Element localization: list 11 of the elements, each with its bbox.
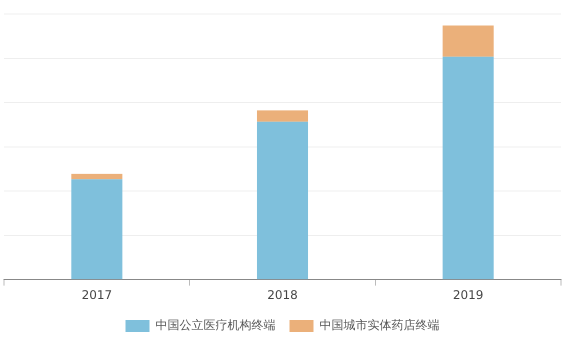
bar: [256, 122, 308, 280]
bar: [71, 174, 122, 180]
legend-label: 中国公立医疗机构终端: [156, 318, 276, 332]
bar: [256, 110, 308, 122]
legend-label: 中国城市实体药店终端: [320, 318, 440, 332]
bar: [442, 56, 494, 280]
x-tick-label: 2017: [82, 288, 112, 302]
x-tick-label: 2019: [452, 288, 484, 302]
bar: [442, 25, 494, 57]
x-tick-label: 2018: [267, 288, 298, 302]
bar: [71, 179, 122, 280]
